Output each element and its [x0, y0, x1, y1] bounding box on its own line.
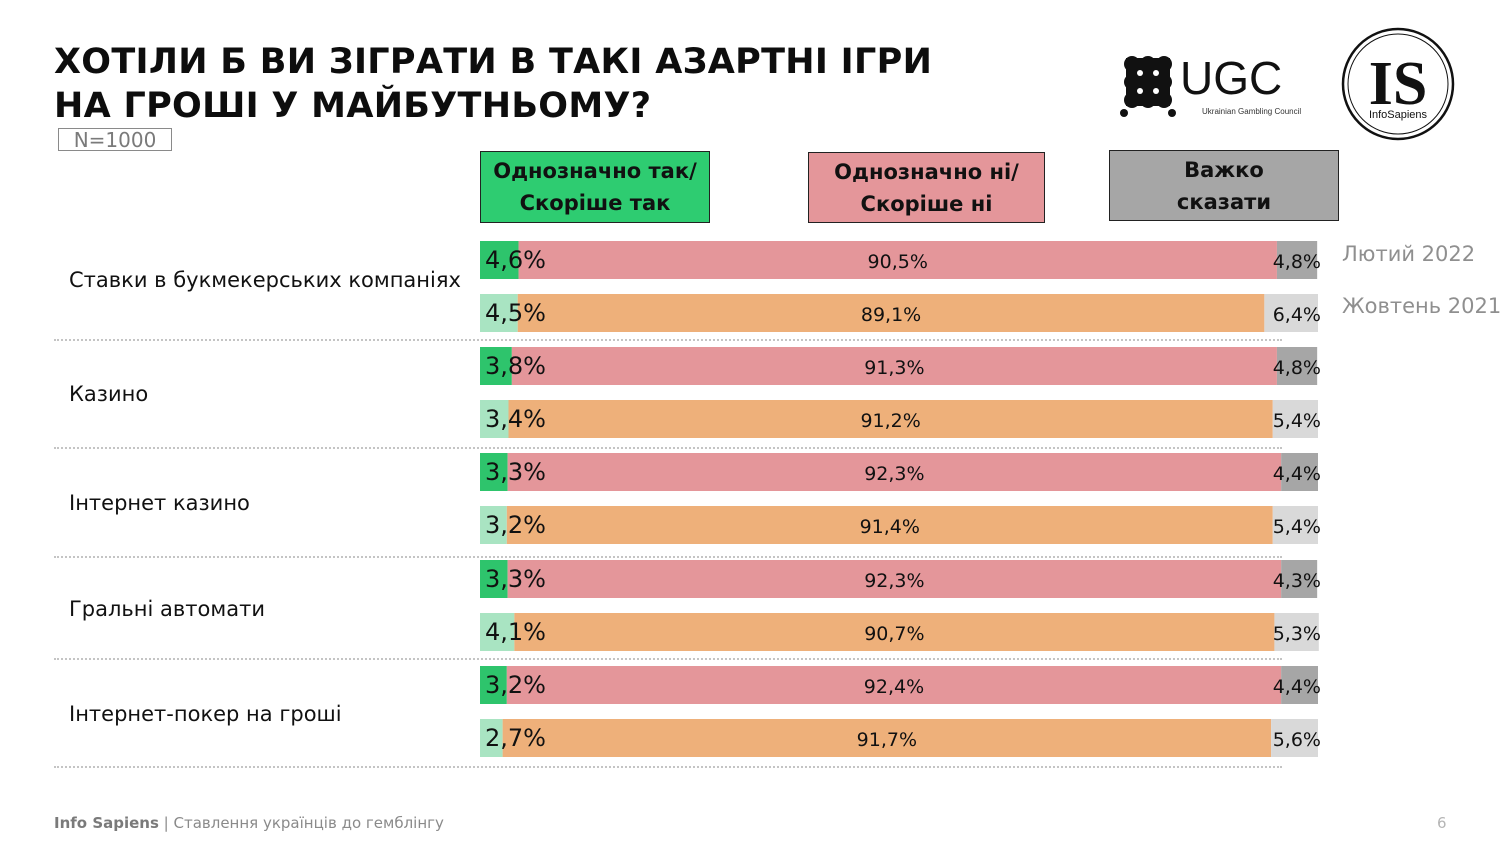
data-label-unsure: 4,8% — [1273, 357, 1321, 379]
bar-segment-yes — [480, 506, 507, 544]
category-label-online-casino: Інтернет казино — [69, 491, 250, 515]
category-label-online-poker: Інтернет-покер на гроші — [69, 702, 342, 726]
legend-no: Однозначно ні/Скоріше ні — [808, 152, 1045, 223]
slide-title-line1: ХОТІЛИ Б ВИ ЗІГРАТИ В ТАКІ АЗАРТНІ ІГРИ — [54, 42, 933, 82]
footer: Info Sapiens | Ставлення українців до ге… — [54, 814, 444, 832]
data-label-unsure: 5,6% — [1273, 729, 1321, 751]
data-label-yes: 3,2% — [485, 671, 546, 699]
bar-segment-yes — [480, 719, 503, 757]
legend-unsure-line1: Важко — [1184, 157, 1264, 182]
data-label-no: 90,7% — [864, 623, 924, 645]
bar-segment-yes — [480, 613, 515, 651]
bar-segment-no — [507, 453, 1282, 491]
bar-segment-unsure — [1264, 294, 1318, 332]
bar-segment-unsure — [1271, 719, 1318, 757]
data-label-unsure: 6,4% — [1273, 304, 1321, 326]
bar-segment-unsure — [1281, 453, 1318, 491]
infosapiens-logo-subtitle: InfoSapiens — [1369, 109, 1428, 121]
period-label-oct-2021: Жовтень 2021 — [1342, 294, 1500, 318]
legend-yes: Однозначно так/Скоріше так — [480, 151, 710, 223]
legend-yes-line2: Скоріше так — [519, 191, 671, 215]
data-label-unsure: 5,4% — [1273, 516, 1321, 538]
data-label-yes: 3,3% — [485, 458, 546, 486]
bar-segment-no — [518, 241, 1277, 279]
data-label-no: 89,1% — [861, 304, 921, 326]
bar-segment-unsure — [1281, 560, 1318, 598]
slide-title-line2: НА ГРОШІ У МАЙБУТНЬОМУ? — [54, 86, 652, 126]
legend-no-line2: Скоріше ні — [860, 191, 993, 216]
bar-segment-yes — [480, 241, 519, 279]
data-label-unsure: 4,4% — [1273, 463, 1321, 485]
ugc-logo-text: UGC — [1180, 52, 1282, 104]
data-label-yes: 3,3% — [485, 565, 546, 593]
bar-segment-yes — [480, 560, 508, 598]
bar-segment-no — [508, 400, 1273, 438]
group-separator — [54, 766, 1282, 768]
footer-brand: Info Sapiens — [54, 814, 159, 832]
footer-text: Ставлення українців до гемблінгу — [173, 814, 444, 832]
data-label-yes: 3,4% — [485, 405, 546, 433]
data-label-yes: 4,5% — [485, 299, 546, 327]
bar-segment-unsure — [1272, 400, 1318, 438]
data-label-unsure: 4,3% — [1273, 570, 1321, 592]
data-label-yes: 3,2% — [485, 511, 546, 539]
legend-unsure: Важко сказати — [1109, 150, 1339, 221]
category-label-slot-machines: Гральні автомати — [69, 597, 265, 621]
data-label-yes: 4,1% — [485, 618, 546, 646]
bar-segment-unsure — [1274, 613, 1319, 651]
bar-segment-yes — [480, 666, 507, 704]
bar-segment-yes — [480, 400, 509, 438]
bar-segment-no — [517, 294, 1265, 332]
data-label-no: 90,5% — [868, 251, 928, 273]
data-label-no: 92,4% — [864, 676, 924, 698]
legend-unsure-line2: сказати — [1176, 189, 1272, 214]
period-label-feb-2022: Лютий 2022 — [1342, 242, 1476, 266]
bar-segment-no — [502, 719, 1272, 757]
bar-segment-unsure — [1272, 506, 1318, 544]
data-label-yes: 4,6% — [485, 246, 546, 274]
sample-size-badge: N=1000 — [58, 128, 172, 152]
data-label-no: 91,3% — [864, 357, 924, 379]
data-label-yes: 2,7% — [485, 724, 546, 752]
page-number: 6 — [1437, 814, 1447, 832]
group-separator — [54, 447, 1282, 449]
infosapiens-logo-text: IS — [1369, 50, 1428, 118]
bar-segment-no — [507, 560, 1282, 598]
category-label-betting: Ставки в букмекерських компаніях — [69, 268, 461, 292]
group-separator — [54, 556, 1282, 558]
category-label-casino: Казино — [69, 382, 149, 406]
data-label-no: 91,2% — [860, 410, 920, 432]
bar-segment-unsure — [1281, 666, 1318, 704]
bar-segment-unsure — [1276, 241, 1318, 279]
clover-icon — [1120, 56, 1176, 117]
ugc-logo: UGC Ukrainian Gambling Council — [1120, 52, 1301, 117]
bar-segment-no — [511, 347, 1277, 385]
data-label-unsure: 4,4% — [1273, 676, 1321, 698]
data-label-unsure: 5,4% — [1273, 410, 1321, 432]
slide-title: ХОТІЛИ Б ВИ ЗІГРАТИ В ТАКІ АЗАРТНІ ІГРИ … — [54, 40, 932, 128]
bar-segment-yes — [480, 347, 512, 385]
group-separator — [54, 339, 1282, 341]
legend-yes-line1: Однозначно так/ — [493, 159, 697, 183]
legend-no-line1: Однозначно ні/ — [834, 159, 1019, 184]
data-label-unsure: 4,8% — [1273, 251, 1321, 273]
bar-segment-no — [514, 613, 1275, 651]
data-label-unsure: 5,3% — [1273, 623, 1321, 645]
footer-separator: | — [158, 814, 174, 832]
ugc-logo-subtitle: Ukrainian Gambling Council — [1202, 107, 1301, 116]
group-separator — [54, 658, 1282, 660]
bar-segment-no — [506, 666, 1282, 704]
bar-segment-no — [506, 506, 1273, 544]
data-label-no: 91,7% — [857, 729, 917, 751]
data-label-no: 92,3% — [864, 463, 924, 485]
bar-segment-yes — [480, 453, 508, 491]
bar-segment-unsure — [1276, 347, 1318, 385]
infosapiens-logo: IS InfoSapiens — [1341, 27, 1455, 141]
data-label-yes: 3,8% — [485, 352, 546, 380]
data-label-no: 92,3% — [864, 570, 924, 592]
bar-segment-yes — [480, 294, 518, 332]
data-label-no: 91,4% — [860, 516, 920, 538]
